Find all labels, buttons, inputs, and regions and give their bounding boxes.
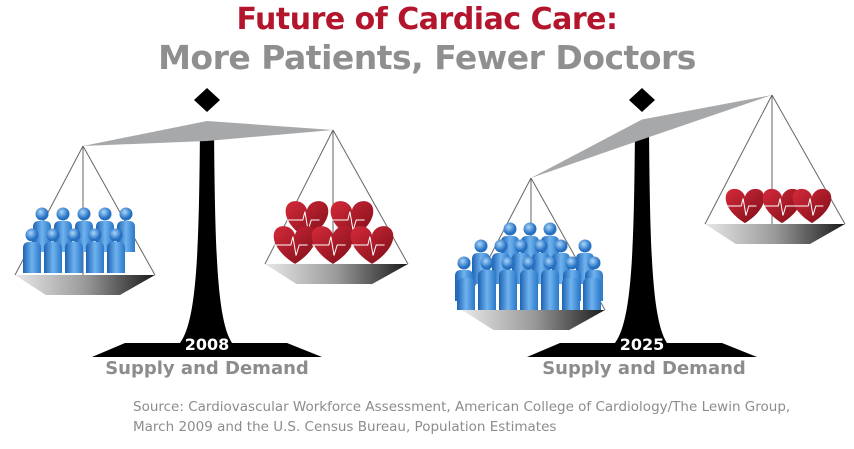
year-2025: 2025 [620,335,665,354]
scale-2008 [14,88,409,357]
person-body [23,242,41,273]
heart-icon [725,188,765,224]
pan-string [82,145,156,276]
person-body [562,278,580,310]
person-head-icon [25,228,39,242]
person-head-icon [503,222,517,236]
heart-icon [762,188,802,224]
scale-top-diamond-icon [629,88,655,112]
person-head-icon [480,256,494,270]
scale-pan [265,264,408,284]
person-head-icon [534,239,548,253]
person-body [541,278,559,310]
person-head-icon [565,256,579,270]
scale-2025 [455,88,846,357]
person-head-icon [457,256,471,270]
person-head-icon [119,207,133,221]
person-body [107,242,125,273]
heartbeat-line [286,211,320,231]
scale-pan [705,224,845,244]
heart-icon [792,188,832,224]
scale-beam [83,121,333,146]
scale-label-2025: Supply and Demand [542,358,746,379]
person-head-icon [56,207,70,221]
person-head-icon [514,239,528,253]
source-line-2: March 2009 and the U.S. Census Bureau, P… [133,419,557,435]
person-head-icon [35,207,49,221]
person-head-icon [543,222,557,236]
person-body [457,278,475,310]
person-body [520,278,538,310]
heart-icon [273,226,317,264]
person-head-icon [88,228,102,242]
heartbeat-line [793,198,824,216]
person-head-icon [494,239,508,253]
person-body [583,278,601,310]
person-head-icon [67,228,81,242]
title: Future of Cardiac Care: [236,2,618,37]
person-head-icon [554,239,568,253]
person-head-icon [501,256,515,270]
scale-top-diamond-icon [194,88,220,112]
scale-pillar [92,128,322,357]
person-head-icon [522,256,536,270]
person-head-icon [46,228,60,242]
heartbeat-line [312,236,346,256]
person-head-icon [523,222,537,236]
person-head-icon [474,239,488,253]
source-line-1: Source: Cardiovascular Workforce Assessm… [133,399,791,415]
heartbeat-line [726,198,757,216]
person-body [499,278,517,310]
person-head-icon [77,207,91,221]
pan-string [771,94,846,225]
scale-pillar [527,128,757,357]
heartbeat-line [331,211,365,231]
scale-pan [15,275,155,295]
scale-pan [462,310,605,330]
heart-icon [350,226,394,264]
person-body [44,242,62,273]
person-body [65,242,83,273]
subtitle: More Patients, Fewer Doctors [158,38,696,77]
pan-string [704,94,773,225]
pan-string [332,129,409,265]
person-head-icon [109,228,123,242]
person-body [478,278,496,310]
person-head-icon [543,256,557,270]
scale-label-2008: Supply and Demand [105,358,309,379]
person-head-icon [578,239,592,253]
person-head-icon [98,207,112,221]
person-body [86,242,104,273]
heartbeat-line [274,236,308,256]
heart-icon [311,226,355,264]
person-head-icon [587,256,601,270]
heartbeat-line [763,198,794,216]
year-2008: 2008 [185,335,230,354]
heartbeat-line [351,236,385,256]
